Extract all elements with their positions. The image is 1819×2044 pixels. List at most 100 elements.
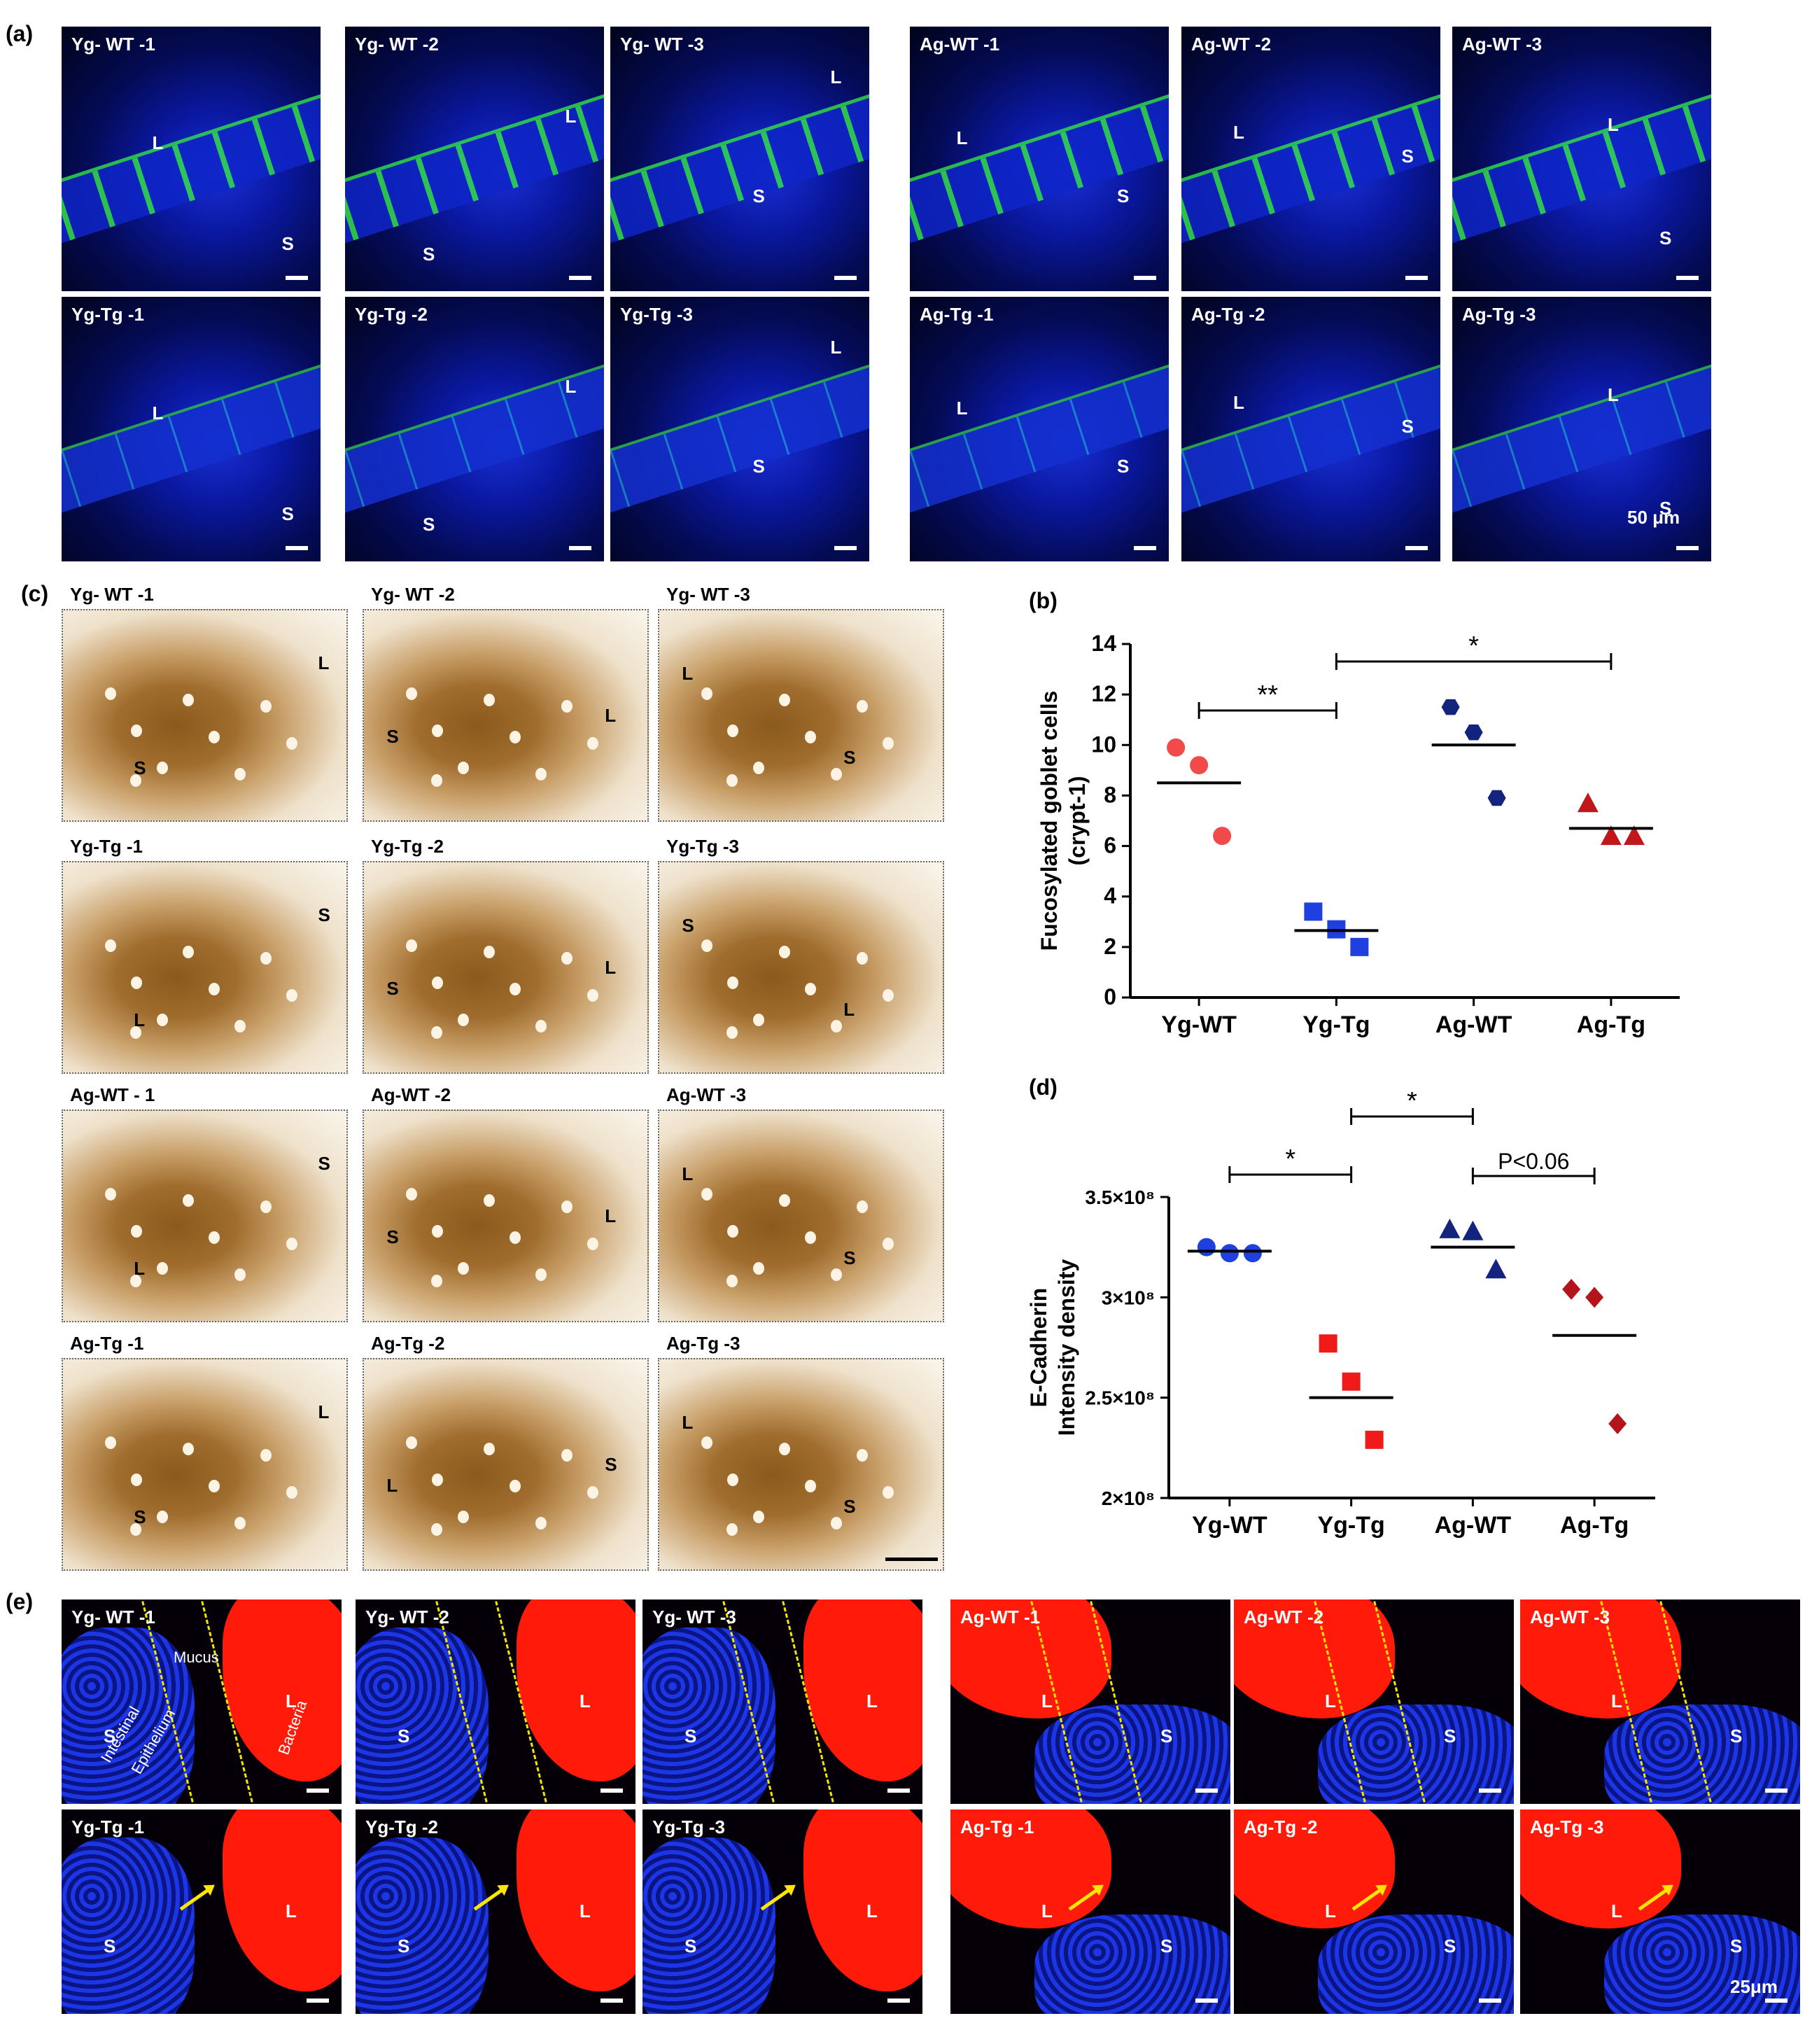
data-point-square	[1350, 937, 1369, 956]
goblet-cell	[209, 1231, 220, 1244]
micrograph-label: Ag-Tg -1	[960, 1816, 1034, 1837]
fish-micrograph-9: Yg-Tg -3 S L	[642, 1809, 922, 2014]
mucosa-band	[62, 91, 321, 246]
fish-micrograph-4: Ag-WT -1 L S	[950, 1600, 1230, 1804]
bacteria-region	[517, 1809, 635, 1991]
region-mark-l: L	[134, 1009, 146, 1030]
region-mark-s: S	[1401, 146, 1414, 167]
region-mark-l: L	[565, 376, 577, 398]
y-tick-label: 6	[1104, 833, 1116, 858]
goblet-cell	[157, 1511, 168, 1523]
region-mark-s: S	[1659, 498, 1672, 519]
scale-bar	[569, 546, 591, 550]
goblet-cell	[209, 731, 220, 743]
micrograph-label: Ag-WT -1	[960, 1606, 1041, 1628]
goblet-cell	[157, 1014, 168, 1026]
x-tick-label: Yg-WT	[1161, 1011, 1237, 1038]
chart-d: 2×10⁸ 2.5×10⁸ 3×10⁸ 3.5×10⁸ Yg-WT Yg-Tg Ag-WT A…	[1026, 1092, 1655, 1539]
goblet-cell	[779, 1194, 790, 1207]
region-mark-s: S	[1444, 1935, 1456, 1956]
scale-bar	[1195, 1998, 1218, 2003]
micrograph-label: Yg- WT -3	[666, 584, 750, 605]
region-mark-s: S	[843, 1496, 856, 1517]
epithelium-region	[356, 1628, 489, 1804]
region-mark-s: S	[1160, 1935, 1173, 1956]
micrograph-a-5: Ag-WT -2 L S	[1181, 27, 1440, 291]
epithelium-region	[1604, 1914, 1800, 2014]
region-mark-l: L	[956, 127, 968, 148]
region-mark-s: S	[1730, 1935, 1743, 1956]
region-mark-s: S	[1730, 1726, 1743, 1746]
goblet-cell	[857, 1449, 868, 1462]
bacteria-region	[950, 1600, 1111, 1718]
chart-b: 0 2 4 6 8 10 12 14 Yg-WT Yg-Tg Ag-WT Ag-Tg Fucosylat…	[1037, 631, 1680, 1038]
data-point-hexagon	[1441, 699, 1460, 715]
ihc-micrograph-11: Ag-Tg -2 L S	[363, 1333, 649, 1571]
panel-b-letter: (b)	[1029, 588, 1058, 613]
goblet-cell	[510, 731, 521, 743]
goblet-cell	[484, 946, 495, 958]
goblet-cell	[510, 1231, 521, 1244]
region-mark-s: S	[1401, 416, 1414, 438]
mucosa-band	[1181, 91, 1440, 246]
micrograph-label: Yg- WT -3	[652, 1606, 736, 1628]
region-mark-l: L	[152, 402, 164, 424]
significance-label: *	[1468, 631, 1479, 661]
micrograph-label: Yg- WT -3	[620, 34, 704, 55]
data-point-triangle	[1462, 1220, 1484, 1240]
micrograph-a-2: Yg- WT -2 L S	[345, 27, 604, 291]
data-point-hexagon	[1487, 790, 1506, 806]
bacteria-region	[1520, 1809, 1681, 1928]
scale-bar-label: 50 μm	[1627, 507, 1680, 528]
micrograph-label: Yg-Tg -3	[666, 836, 739, 857]
goblet-cell	[130, 1026, 141, 1039]
x-tick-label: Ag-WT	[1435, 1011, 1512, 1038]
goblet-cell	[857, 700, 868, 713]
micrograph-label: Yg-Tg -2	[355, 304, 428, 325]
epithelium-region	[62, 1628, 195, 1804]
goblet-cell	[587, 1238, 598, 1250]
goblet-cell	[183, 694, 194, 706]
goblet-cell	[726, 774, 738, 787]
fish-micrograph-8: Yg-Tg -2 S L	[356, 1809, 635, 2014]
micrograph-label: Yg- WT -1	[71, 34, 155, 55]
fish-micrograph-12: Ag-Tg -3 L S 25μm	[1520, 1809, 1800, 2014]
scale-bar	[286, 546, 308, 550]
region-mark-l: L	[1611, 1690, 1622, 1712]
region-mark-s: S	[398, 1726, 410, 1746]
region-mark-s: S	[1444, 1726, 1456, 1746]
goblet-cell	[587, 737, 598, 750]
goblet-cell	[431, 1275, 442, 1287]
micrograph-label: Yg- WT -2	[355, 34, 439, 55]
scale-bar	[1195, 1788, 1218, 1793]
goblet-cell	[260, 1200, 272, 1213]
scale-bar	[601, 1788, 623, 1793]
goblet-cell	[131, 976, 142, 989]
data-point-triangle	[1600, 825, 1622, 846]
ihc-micrograph-4: Yg-Tg -1 S L	[62, 836, 348, 1074]
goblet-cell	[779, 946, 790, 958]
fish-micrograph-5: Ag-WT -2 L S	[1234, 1600, 1514, 1804]
goblet-cell	[779, 694, 790, 706]
mucosa-band	[910, 91, 1169, 246]
region-mark-l: L	[1233, 122, 1244, 144]
micrograph-label: Ag-WT -3	[666, 1084, 747, 1105]
micrograph-a-10: Ag-Tg -1 L S	[910, 297, 1169, 561]
y-axis-unit: (crypt-1)	[1065, 776, 1090, 865]
goblet-cell	[130, 1275, 141, 1287]
data-point-square	[1304, 902, 1323, 921]
micrograph-label: Yg- WT -2	[365, 1606, 449, 1628]
goblet-cell	[234, 1020, 246, 1032]
goblet-cell	[831, 1268, 842, 1281]
fish-micrograph-2: Yg- WT -2 S L	[356, 1600, 635, 1804]
region-mark-s: S	[1160, 1726, 1173, 1746]
region-mark-l: L	[286, 1900, 297, 1921]
mucosa-band	[1452, 91, 1711, 246]
goblet-cell	[234, 768, 246, 780]
scale-bar	[834, 546, 857, 550]
mucosa-band	[62, 361, 321, 516]
region-mark-s: S	[752, 455, 765, 477]
micrograph-a-1: Yg- WT -1 L S	[62, 27, 321, 291]
y-tick-label: 8	[1104, 782, 1116, 807]
goblet-cell	[535, 768, 547, 780]
